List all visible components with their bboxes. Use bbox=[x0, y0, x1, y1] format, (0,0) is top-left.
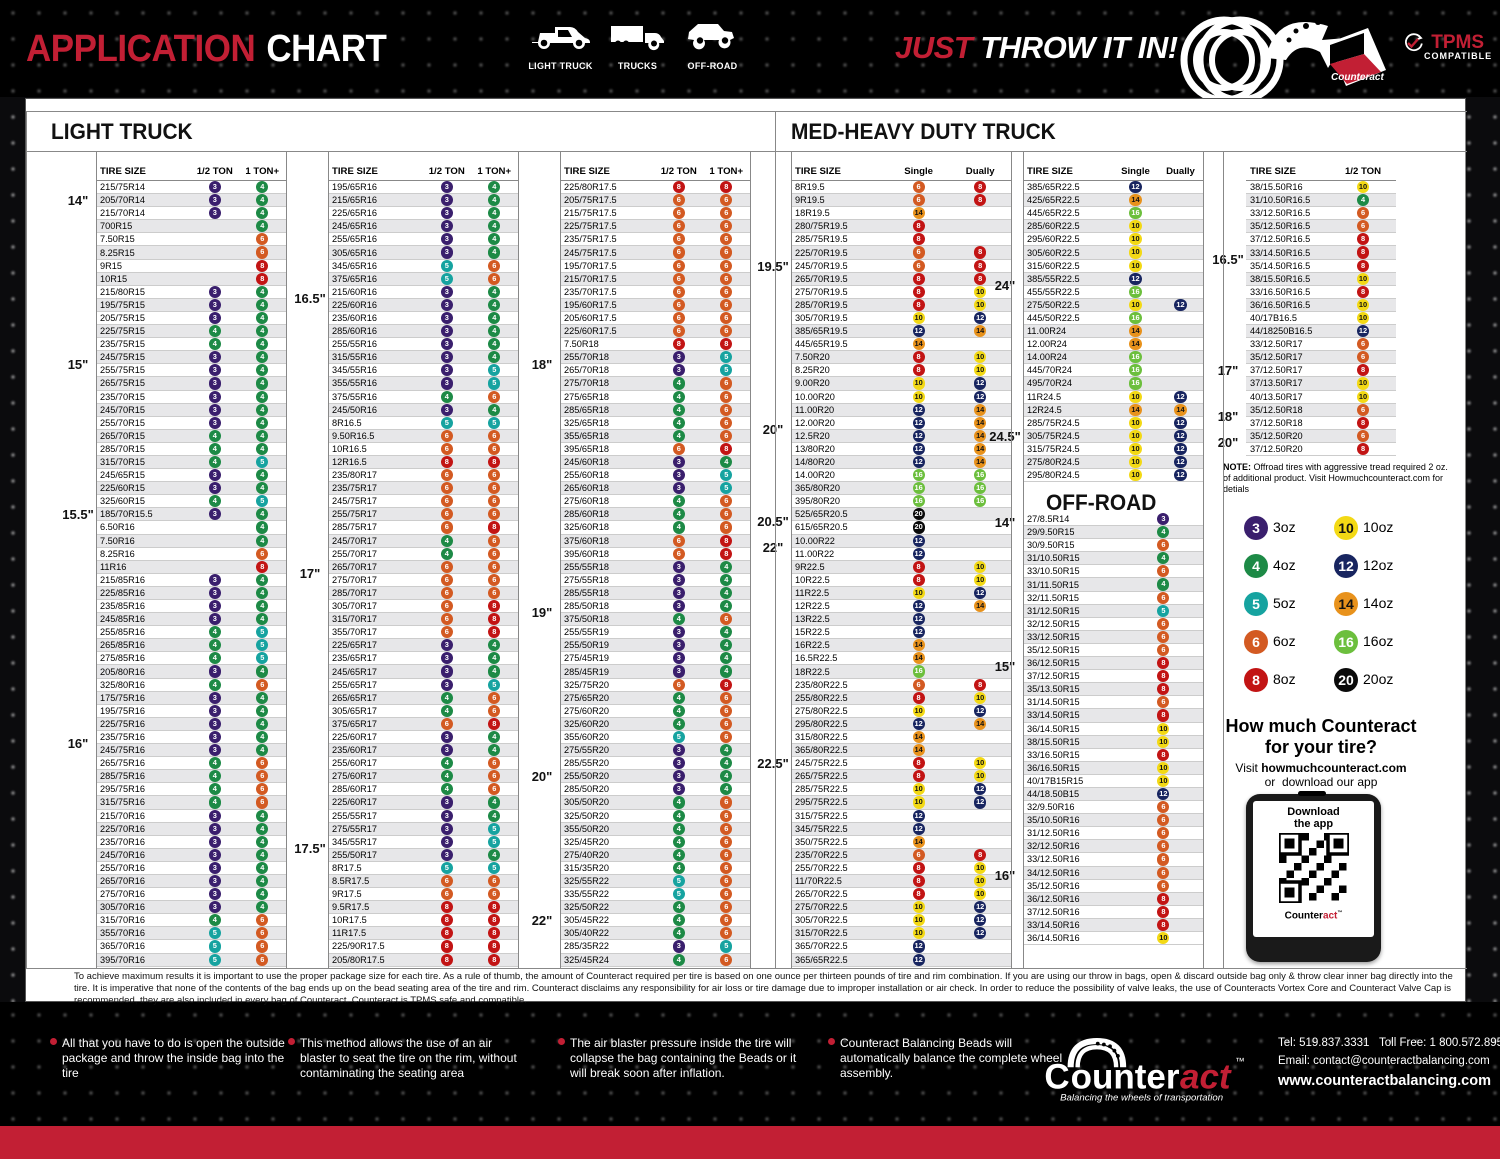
svg-text:Counteract: Counteract bbox=[1331, 72, 1384, 83]
svg-text:Balancing the wheels of transp: Balancing the wheels of transportation bbox=[1060, 1093, 1223, 1104]
svg-text:act: act bbox=[1180, 1057, 1232, 1096]
svg-text:ounter: ounter bbox=[1071, 1057, 1180, 1096]
svg-text:™: ™ bbox=[1235, 1057, 1245, 1068]
svg-text:C: C bbox=[1044, 1057, 1069, 1096]
